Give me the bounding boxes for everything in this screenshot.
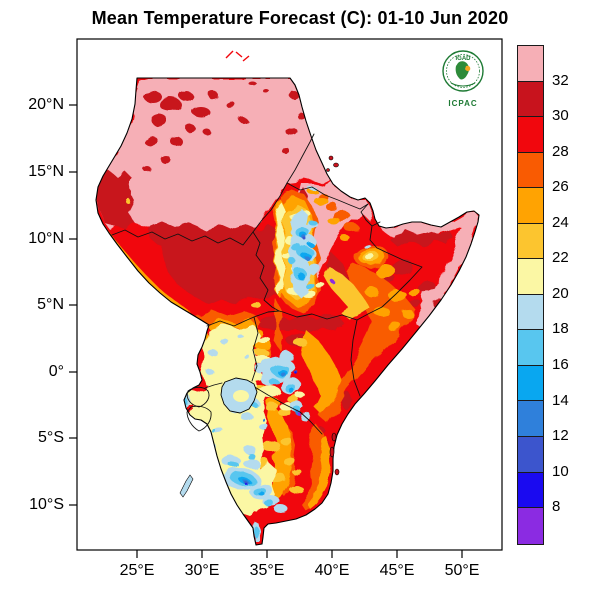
legend-swatch (518, 330, 543, 366)
legend-label: 24 (552, 213, 569, 231)
legend-swatch (518, 365, 543, 402)
legend-label: 10 (552, 462, 569, 480)
lat-tick-label: 5°S (38, 429, 64, 446)
legend-label: 12 (552, 427, 569, 445)
legend-swatch (518, 508, 543, 544)
lon-tick-label: 25°E (119, 562, 155, 579)
country-borders (111, 133, 423, 435)
legend-swatch (518, 294, 543, 331)
coastline (95, 77, 480, 546)
lat-tick-label: 10°N (28, 230, 64, 247)
legend-label: 26 (552, 178, 569, 196)
legend-swatch (518, 223, 543, 260)
figure-title: Mean Temperature Forecast (C): 01-10 Jun… (91, 8, 509, 28)
lon-tick-label: 50°E (444, 562, 480, 579)
lon-tick-label: 30°E (184, 562, 220, 579)
legend-label: 22 (552, 249, 569, 267)
legend-swatch (518, 152, 543, 189)
legend-swatch (518, 401, 543, 438)
africa-icon (455, 61, 470, 80)
legend-label: 30 (552, 107, 569, 125)
legend-swatch (518, 437, 543, 473)
axis-ticks (69, 104, 463, 558)
igad-icpac-logo: IGAD ICPAC (442, 50, 484, 108)
lake-tanganyika-sliver (179, 474, 194, 498)
legend-label: 14 (552, 391, 569, 409)
lat-tick-label: 15°N (28, 163, 64, 180)
band-30-32 (97, 81, 454, 472)
legend-label: 28 (552, 142, 569, 160)
lon-tick-label: 40°E (314, 562, 350, 579)
coastal-islands (326, 155, 340, 476)
legend-swatch (518, 259, 543, 295)
nile-valley-marks (225, 50, 250, 62)
lat-tick-label: 10°S (29, 496, 64, 513)
lake-victoria (220, 377, 258, 414)
legend-label: 32 (552, 71, 569, 89)
legend-swatch (518, 472, 543, 509)
lat-tick-label: 20°N (28, 96, 64, 113)
logo-org-text: IGAD (456, 56, 472, 62)
legend-swatch (518, 188, 543, 224)
lon-tick-label: 45°E (379, 562, 415, 579)
legend-swatch (518, 81, 543, 118)
legend-label: 20 (552, 284, 569, 302)
lat-tick-label: 0° (48, 363, 64, 380)
legend-swatch (518, 46, 543, 82)
lat-tick-label: 5°N (37, 296, 64, 313)
legend-label: 16 (552, 355, 569, 373)
lon-tick-label: 35°E (249, 562, 285, 579)
legend-label: 18 (552, 320, 569, 338)
colorbar (517, 45, 544, 545)
logo-caption-text: ICPAC (448, 99, 477, 108)
igad-region-icon (465, 65, 471, 72)
legend-label: 8 (552, 498, 561, 516)
legend-swatch (518, 117, 543, 153)
